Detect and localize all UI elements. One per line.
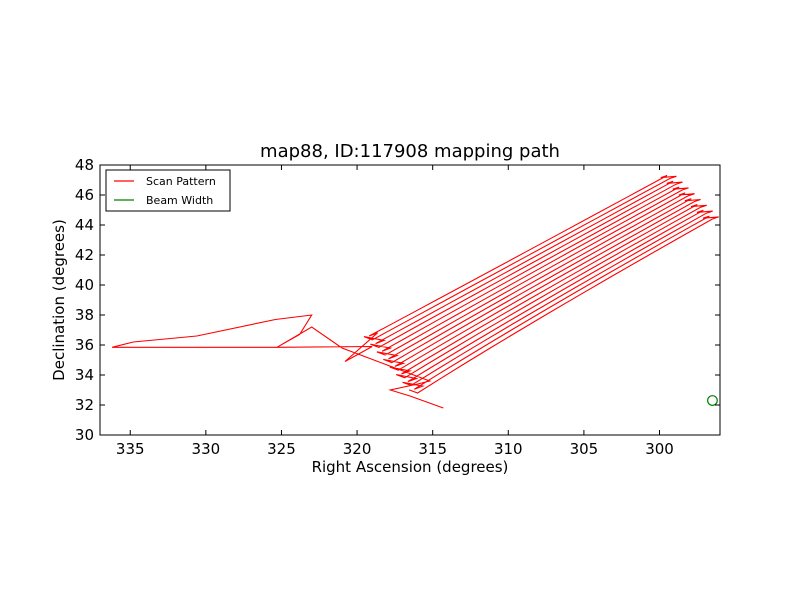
x-axis-label: Right Ascension (degrees) xyxy=(312,458,509,476)
x-tick-label: 300 xyxy=(645,440,674,458)
x-tick-label: 330 xyxy=(192,440,221,458)
x-tick-label: 315 xyxy=(418,440,447,458)
y-tick-label: 32 xyxy=(75,396,94,414)
scan-pattern-line xyxy=(111,174,719,409)
x-tick-label: 325 xyxy=(267,440,296,458)
legend-label-scan-pattern: Scan Pattern xyxy=(146,175,216,188)
y-tick-label: 44 xyxy=(75,216,94,234)
legend-label-beam-width: Beam Width xyxy=(146,194,213,207)
y-tick-label: 40 xyxy=(75,276,94,294)
y-tick-label: 42 xyxy=(75,246,94,264)
y-tick-label: 30 xyxy=(75,426,94,444)
y-axis-label: Declination (degrees) xyxy=(50,219,68,381)
x-tick-label: 335 xyxy=(116,440,145,458)
y-tick-label: 36 xyxy=(75,336,94,354)
y-tick-label: 46 xyxy=(75,186,94,204)
y-tick-label: 38 xyxy=(75,306,94,324)
legend-box xyxy=(105,169,231,212)
y-tick-label: 48 xyxy=(75,156,94,174)
legend: Scan Pattern Beam Width xyxy=(105,169,231,212)
beam-width-circle xyxy=(707,395,718,406)
x-tick-label: 320 xyxy=(343,440,372,458)
x-tick-label: 305 xyxy=(570,440,599,458)
y-tick-label: 34 xyxy=(75,366,94,384)
chart-title: map88, ID:117908 mapping path xyxy=(260,141,560,162)
x-tick-label: 310 xyxy=(494,440,523,458)
